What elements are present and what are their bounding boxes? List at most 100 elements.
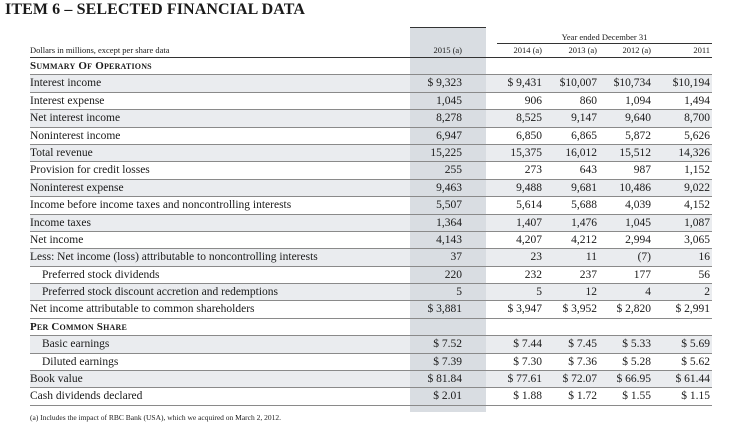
cell-value: 4 bbox=[645, 286, 651, 299]
cell-value: 1,364 bbox=[436, 216, 462, 229]
cell-value: 5 bbox=[536, 286, 542, 299]
cell-value: $ 5.62 bbox=[681, 355, 710, 368]
section-title: Per Common Share bbox=[30, 320, 128, 333]
cell-value: 8,278 bbox=[436, 112, 462, 125]
table-row: Net income 4,143 4,207 4,212 2,994 3,065 bbox=[30, 232, 712, 250]
cell-value: $ 3,952 bbox=[562, 303, 598, 316]
cell-value: 56 bbox=[698, 268, 711, 281]
cell-value: $ 1.88 bbox=[513, 390, 542, 403]
year-ended-header: Year ended December 31 bbox=[561, 32, 648, 42]
cell-value: 6,850 bbox=[516, 129, 542, 142]
row-label: Net income bbox=[30, 233, 84, 246]
row-label: Income taxes bbox=[30, 216, 91, 229]
cell-value: 9,488 bbox=[516, 181, 542, 194]
row-label: Total revenue bbox=[30, 146, 93, 159]
cell-value: 9,147 bbox=[571, 112, 597, 125]
cell-value: 1,407 bbox=[516, 216, 542, 229]
cell-value: 5,507 bbox=[436, 199, 462, 212]
cell-value: $ 2.01 bbox=[433, 390, 462, 403]
cell-value: $ 7.44 bbox=[513, 338, 542, 351]
cell-value: 14,326 bbox=[678, 146, 710, 159]
cell-value: 220 bbox=[444, 268, 462, 281]
cell-value: 5,626 bbox=[684, 129, 710, 142]
cell-value: 906 bbox=[524, 94, 542, 107]
cell-value: $ 7.52 bbox=[433, 338, 462, 351]
cell-value: 273 bbox=[524, 164, 542, 177]
row-label: Net interest income bbox=[30, 112, 121, 125]
cell-value: $ 9,323 bbox=[427, 77, 463, 90]
cell-value: $ 3,947 bbox=[507, 303, 543, 316]
row-label: Interest expense bbox=[30, 94, 105, 107]
table-row: Basic earnings $ 7.52 $ 7.44 $ 7.45 $ 5.33 $ … bbox=[30, 336, 712, 354]
cell-value: 37 bbox=[450, 251, 463, 264]
row-label: Net income attributable to common shareh… bbox=[30, 303, 255, 316]
cell-value: 1,494 bbox=[684, 94, 710, 107]
cell-value: $ 77.61 bbox=[507, 373, 543, 386]
cell-value: 15,512 bbox=[619, 146, 651, 159]
cell-value: 8,700 bbox=[684, 112, 710, 125]
cell-value: 15,225 bbox=[430, 146, 462, 159]
table-row: Book value $ 81.84 $ 77.61 $ 72.07 $ 66.95 $ … bbox=[30, 371, 712, 389]
cell-value: 11 bbox=[585, 251, 597, 264]
row-label: Noninterest income bbox=[30, 129, 121, 142]
cell-value: $ 7.45 bbox=[568, 338, 597, 351]
table-row: Interest income $ 9,323 $ 9,431 $10,007 $10,… bbox=[30, 75, 712, 93]
cell-value: 1,045 bbox=[436, 94, 462, 107]
cell-value: 5,614 bbox=[516, 199, 542, 212]
cell-value: 4,152 bbox=[684, 199, 710, 212]
cell-value: $ 1.15 bbox=[681, 390, 710, 403]
column-header-rule bbox=[30, 57, 712, 58]
cell-value: 12 bbox=[585, 286, 598, 299]
cell-value: $ 2,820 bbox=[616, 303, 652, 316]
row-label: Interest income bbox=[30, 77, 102, 90]
cell-value: 3,065 bbox=[684, 233, 710, 246]
table-row: Preferred stock dividends 220 232 237 177 56 bbox=[30, 267, 712, 285]
cell-value: $10,194 bbox=[672, 77, 710, 90]
cell-value: 4,143 bbox=[436, 233, 462, 246]
row-label: Preferred stock discount accretion and r… bbox=[42, 286, 278, 299]
row-label: Noninterest expense bbox=[30, 181, 124, 194]
column-header-2011: 2011 bbox=[693, 45, 710, 55]
table-row: Diluted earnings $ 7.39 $ 7.30 $ 7.36 $ 5.28… bbox=[30, 354, 712, 372]
section-title: Summary Of Operations bbox=[30, 60, 152, 72]
table-row: Net interest income 8,278 8,525 9,147 9,640 8… bbox=[30, 110, 712, 128]
cell-value: 237 bbox=[579, 268, 597, 281]
cell-value: 1,476 bbox=[571, 216, 597, 229]
financial-data-table: Summary Of Operations Interest income $ 9,… bbox=[30, 58, 712, 406]
page-title: ITEM 6 – SELECTED FINANCIAL DATA bbox=[5, 1, 305, 18]
cell-value: 9,681 bbox=[571, 181, 597, 194]
cell-value: $ 66.95 bbox=[616, 373, 652, 386]
cell-value: 8,525 bbox=[516, 112, 542, 125]
table-row: Less: Net income (loss) attributable to … bbox=[30, 249, 712, 267]
column-header-2014: 2014 (a) bbox=[513, 45, 542, 55]
cell-value: 643 bbox=[579, 164, 597, 177]
year-ended-header-rule bbox=[497, 43, 712, 44]
cell-value: $ 61.44 bbox=[675, 373, 711, 386]
cell-value: $10,007 bbox=[559, 77, 597, 90]
table-row: Net income attributable to common shareh… bbox=[30, 301, 712, 319]
row-label: Preferred stock dividends bbox=[42, 268, 160, 281]
cell-value: $ 7.36 bbox=[568, 355, 597, 368]
cell-value: $ 5.33 bbox=[622, 338, 651, 351]
row-label: Cash dividends declared bbox=[30, 390, 143, 403]
cell-value: 860 bbox=[579, 94, 597, 107]
footnote: (a) Includes the impact of RBC Bank (USA… bbox=[30, 413, 281, 422]
units-note: Dollars in millions, except per share da… bbox=[30, 45, 170, 55]
table-row: Income before income taxes and noncontro… bbox=[30, 197, 712, 215]
cell-value: 9,463 bbox=[436, 181, 462, 194]
cell-value: $ 1.55 bbox=[622, 390, 651, 403]
row-label: Diluted earnings bbox=[42, 355, 119, 368]
cell-value: 5,688 bbox=[571, 199, 597, 212]
table-row: Noninterest income 6,947 6,850 6,865 5,872 5,… bbox=[30, 128, 712, 145]
cell-value: 5,872 bbox=[625, 129, 651, 142]
cell-value: $ 7.39 bbox=[433, 355, 462, 368]
column-header-2012: 2012 (a) bbox=[622, 45, 651, 55]
cell-value: 9,022 bbox=[684, 181, 710, 194]
current-year-column-top-rule bbox=[410, 27, 486, 28]
cell-value: $ 5.28 bbox=[622, 355, 651, 368]
table-row: Noninterest expense 9,463 9,488 9,681 10,486… bbox=[30, 179, 712, 198]
section-header-row: Per Common Share bbox=[30, 319, 712, 337]
cell-value: 10,486 bbox=[619, 181, 651, 194]
cell-value: $ 9,431 bbox=[507, 77, 543, 90]
cell-value: 15,375 bbox=[510, 146, 542, 159]
